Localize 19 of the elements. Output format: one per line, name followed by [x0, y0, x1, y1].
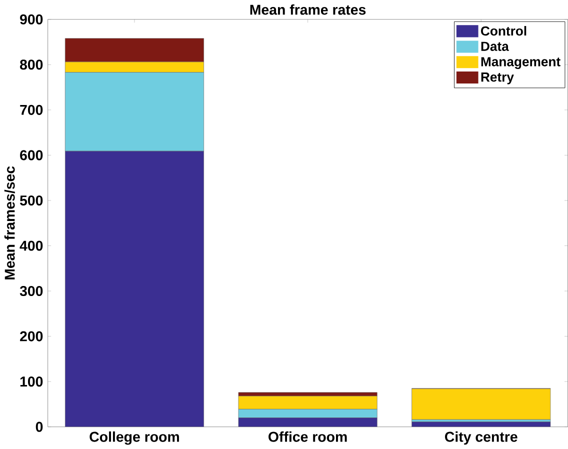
y-tick-label: 600 — [20, 150, 43, 160]
y-tick-label: 800 — [20, 60, 43, 70]
x-tick-label: City centre — [445, 431, 518, 445]
y-tick-label: 200 — [20, 331, 43, 342]
y-tick-label: 400 — [20, 240, 43, 251]
y-tick-label: 100 — [20, 376, 43, 387]
legend-label: Data — [481, 42, 509, 51]
y-axis-title: Mean frames/sec — [4, 166, 15, 280]
y-tick-label: 500 — [20, 195, 43, 206]
y-tick-label: 700 — [20, 104, 43, 115]
legend-label: Retry — [481, 72, 514, 84]
x-tick-label: Office room — [268, 431, 347, 442]
legend-label: Control — [481, 26, 526, 36]
y-tick-label: 300 — [20, 286, 43, 296]
legend-label: Management — [481, 57, 560, 69]
x-tick-label: College room — [90, 431, 179, 445]
chart-title: Mean frame rates — [250, 4, 366, 15]
y-tick-label: 0 — [36, 422, 43, 432]
y-tick-label: 900 — [20, 14, 43, 24]
